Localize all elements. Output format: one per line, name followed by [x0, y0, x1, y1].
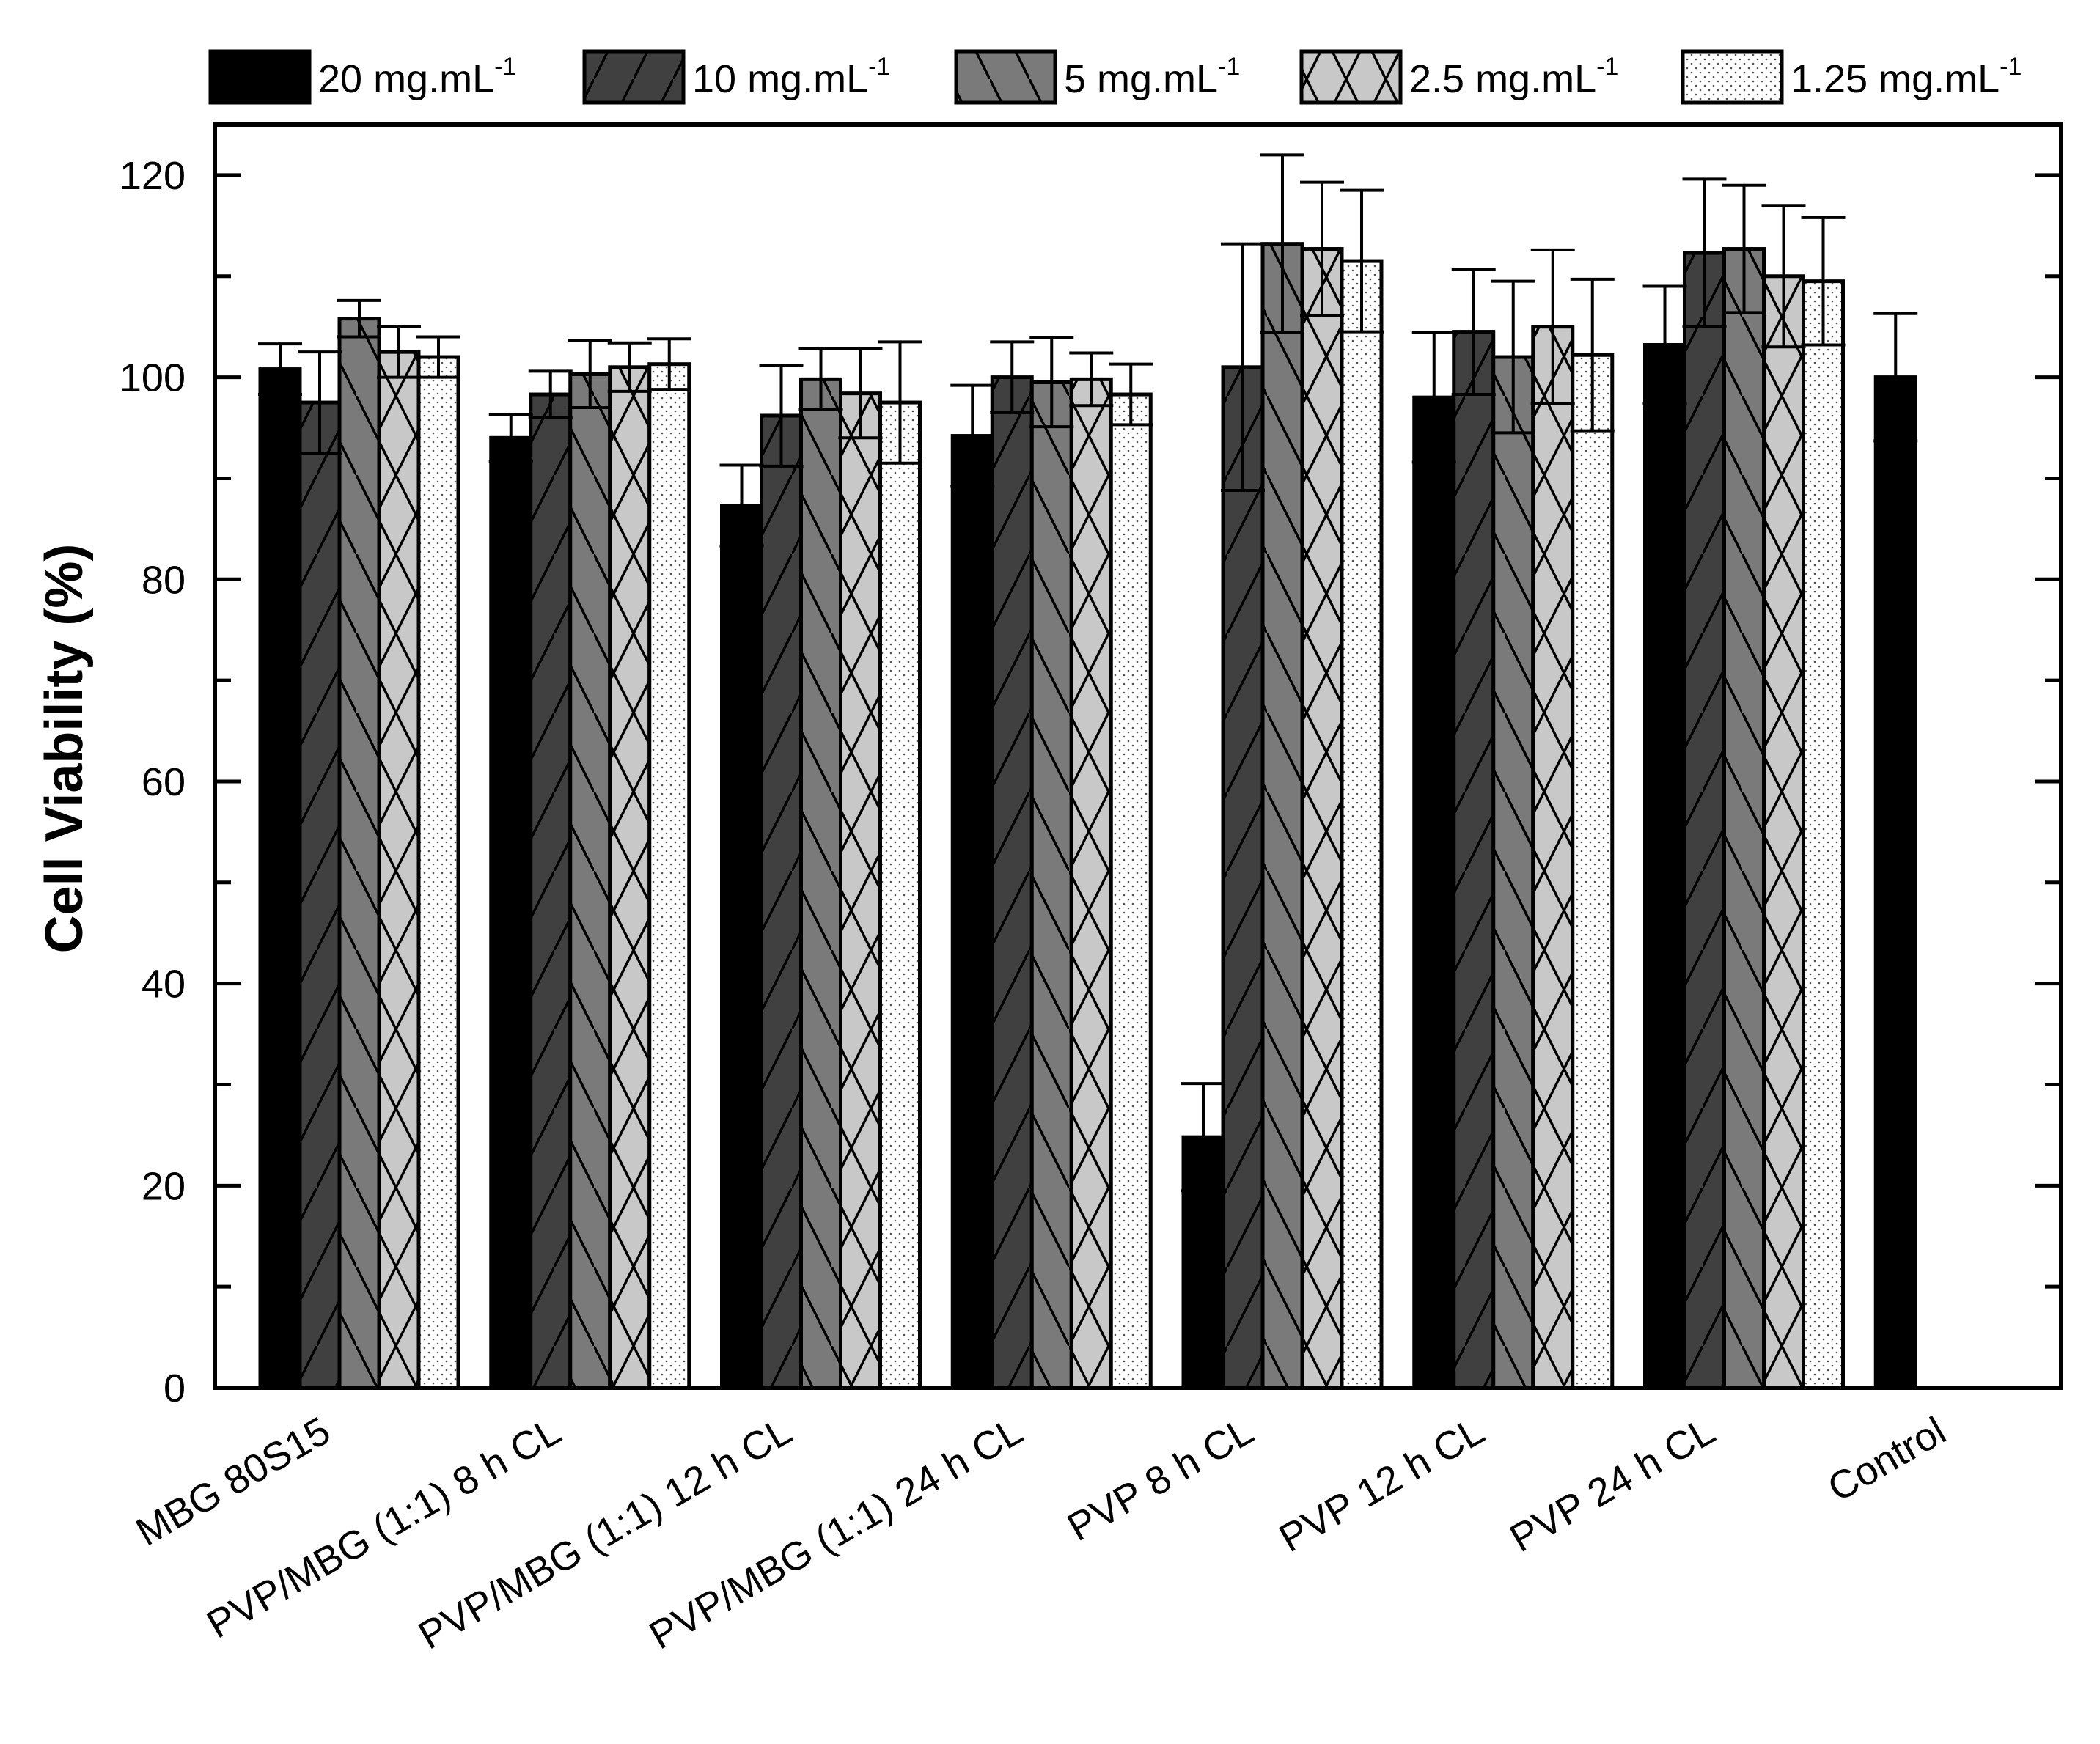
legend-item: 20 mg.mL-1: [208, 49, 516, 105]
bar: [1683, 251, 1726, 1390]
bar: [377, 350, 421, 1390]
bar: [258, 367, 302, 1390]
bar: [337, 317, 381, 1390]
x-tick-label: PVP 24 h CL: [1502, 1408, 1722, 1561]
y-tick-label: 120: [120, 154, 186, 198]
bar: [298, 400, 342, 1390]
bar: [1531, 325, 1575, 1390]
legend-item: 10 mg.mL-1: [582, 49, 890, 105]
bar: [950, 434, 994, 1390]
legend-item: 5 mg.mL-1: [954, 49, 1240, 105]
bar: [1069, 377, 1113, 1390]
x-tick-label: PVP 8 h CL: [1060, 1408, 1261, 1550]
bar: [990, 375, 1034, 1390]
bar: [1762, 274, 1805, 1390]
y-tick-label: 100: [120, 356, 186, 400]
bar: [839, 391, 882, 1390]
legend-label: 1.25 mg.mL-1: [1791, 53, 2022, 101]
y-tick-label: 40: [142, 963, 186, 1007]
plot-frame: [213, 122, 2063, 1390]
legend-swatch: [582, 49, 686, 105]
bar: [647, 362, 691, 1390]
bar: [720, 504, 763, 1390]
y-axis-label: Cell Viability (%): [35, 544, 94, 954]
y-tick-label: 20: [142, 1164, 186, 1208]
y-tick-label: 80: [142, 558, 186, 602]
bar: [1873, 375, 1917, 1390]
legend-swatch: [208, 49, 312, 105]
legend-swatch: [1681, 49, 1784, 105]
bar: [489, 435, 533, 1390]
bar: [1802, 279, 1845, 1390]
bar: [1109, 392, 1153, 1390]
legend: 20 mg.mL-1 10 mg.mL-1 5 mg.mL-1 2.5 mg.mL-1…: [208, 49, 2022, 105]
bar: [1722, 247, 1766, 1390]
bar: [1221, 365, 1265, 1390]
legend-item: 2.5 mg.mL-1: [1299, 49, 1618, 105]
bar: [1340, 259, 1384, 1390]
bar: [1452, 330, 1496, 1390]
legend-label: 10 mg.mL-1: [692, 53, 890, 101]
legend-item: 1.25 mg.mL-1: [1681, 49, 2022, 105]
bar: [1029, 380, 1073, 1390]
x-tick-label: MBG 80S15: [129, 1408, 338, 1554]
bars-layer: [258, 242, 1917, 1390]
bar: [1491, 355, 1535, 1390]
y-tick-label: 0: [164, 1366, 186, 1410]
bar: [1412, 395, 1456, 1390]
legend-swatch: [1299, 49, 1403, 105]
bar: [760, 413, 803, 1390]
legend-label: 20 mg.mL-1: [318, 53, 516, 101]
x-tick-label: PVP/MBG (1:1) 12 h CL: [411, 1408, 799, 1657]
bar: [529, 392, 573, 1390]
y-tick-label: 60: [142, 760, 186, 804]
bar: [416, 355, 460, 1390]
bar: [1643, 342, 1686, 1390]
legend-label: 2.5 mg.mL-1: [1409, 53, 1618, 101]
x-tick-label: Control: [1821, 1408, 1953, 1510]
x-tick-label: PVP/MBG (1:1) 24 h CL: [642, 1408, 1030, 1657]
error-bars-layer: [258, 153, 1918, 1193]
legend-label: 5 mg.mL-1: [1064, 53, 1240, 101]
bar: [568, 372, 612, 1390]
bar: [1300, 247, 1344, 1390]
bar: [1571, 353, 1615, 1390]
legend-swatch: [954, 49, 1057, 105]
x-tick-label: PVP 12 h CL: [1272, 1408, 1492, 1561]
bar: [1260, 242, 1304, 1390]
bar: [799, 377, 842, 1390]
bar: [878, 400, 922, 1390]
bar: [608, 365, 652, 1390]
